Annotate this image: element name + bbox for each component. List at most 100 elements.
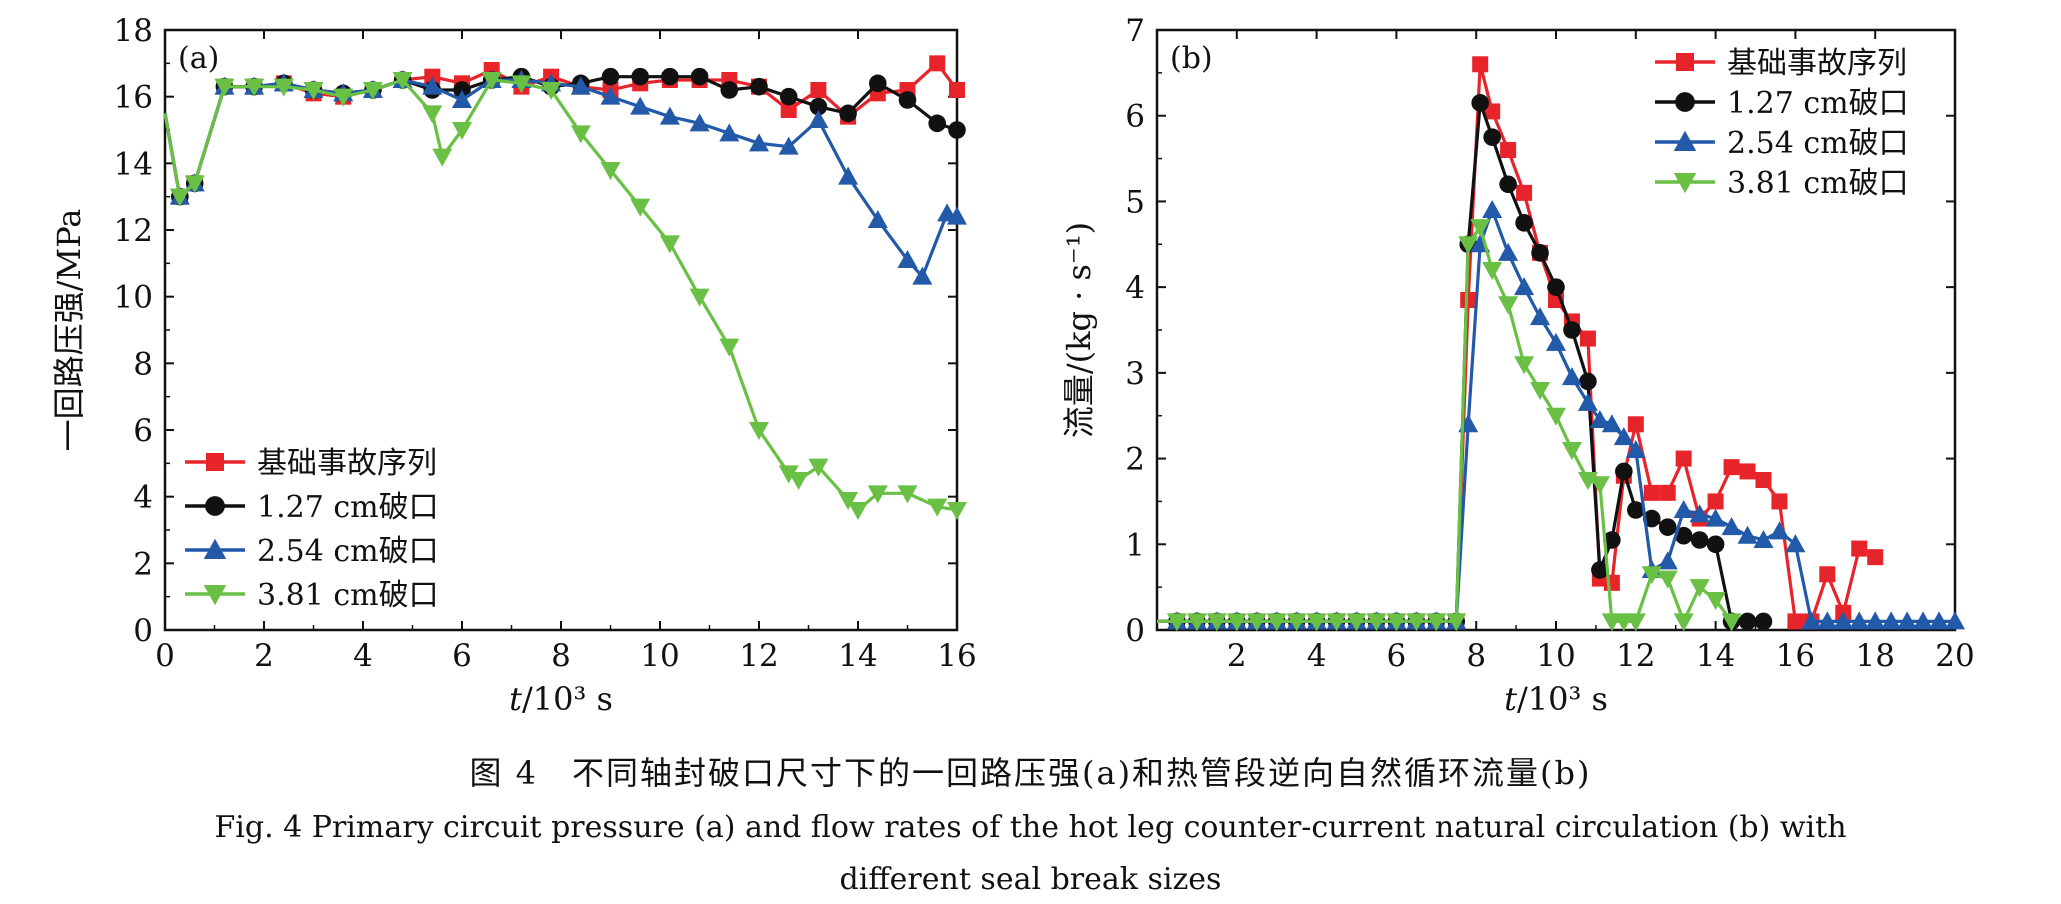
data-point	[1755, 472, 1772, 488]
data-point	[1945, 611, 1965, 630]
data-point	[1801, 611, 1822, 630]
data-point	[630, 198, 651, 217]
x-tick-label: 20	[1935, 638, 1974, 674]
legend-marker	[1676, 53, 1694, 71]
y-tick-label: 3	[1125, 356, 1145, 392]
series-3	[1157, 219, 1742, 632]
data-point	[1705, 592, 1726, 610]
x-tick-label: 8	[1466, 638, 1486, 674]
figure-caption-english-line-1: Fig. 4 Primary circuit pressure (a) and …	[214, 810, 1847, 845]
data-point	[1589, 410, 1610, 428]
data-point	[1498, 296, 1519, 315]
x-axis-label: t/10³ s	[1504, 680, 1608, 718]
data-point	[1458, 236, 1479, 255]
data-point	[808, 458, 829, 477]
data-point	[1483, 128, 1501, 146]
legend-label: 3.81 cm破口	[1727, 166, 1909, 201]
data-point	[788, 472, 809, 490]
panel-label: (b)	[1170, 41, 1213, 76]
data-point	[927, 498, 948, 517]
data-point	[1561, 367, 1582, 386]
data-point	[1913, 611, 1934, 630]
data-point	[1563, 321, 1581, 339]
data-point	[810, 82, 827, 98]
data-point	[1689, 504, 1710, 523]
data-point	[1851, 540, 1868, 557]
data-point	[1482, 200, 1503, 218]
legend-marker	[203, 538, 227, 559]
data-point	[1500, 142, 1517, 158]
y-tick-label: 12	[114, 213, 153, 249]
data-point	[1849, 611, 1870, 630]
data-point	[780, 102, 797, 118]
figure-caption-chinese: 图 4 不同轴封破口尺寸下的一回路压强(a)和热管段逆向自然循环流量(b)	[469, 754, 1592, 792]
panel-label: (a)	[178, 41, 219, 76]
y-axis-label: 流量/(kg · s⁻¹)	[1060, 222, 1098, 438]
data-point	[947, 206, 967, 225]
data-point	[689, 288, 710, 307]
data-point	[1721, 517, 1742, 536]
data-point	[1530, 382, 1551, 400]
data-point	[1753, 530, 1774, 548]
data-point	[1472, 56, 1489, 73]
data-point	[1426, 613, 1447, 632]
data-point	[778, 465, 799, 484]
data-point	[1641, 566, 1662, 585]
data-point	[1705, 508, 1726, 527]
data-point	[897, 250, 918, 268]
data-point	[1246, 613, 1267, 632]
data-point	[1286, 613, 1307, 632]
legend-label: 2.54 cm破口	[257, 534, 439, 569]
data-point	[570, 125, 591, 144]
series-line	[1157, 225, 1733, 624]
data-point	[481, 72, 502, 90]
data-point	[1547, 278, 1565, 296]
data-point	[1386, 613, 1407, 632]
data-point	[719, 338, 740, 357]
data-point	[1546, 407, 1566, 426]
data-point	[1929, 611, 1950, 630]
data-point	[779, 87, 798, 106]
legend-marker	[1673, 173, 1697, 194]
legend-label: 1.27 cm破口	[1727, 86, 1909, 121]
data-point	[1603, 531, 1621, 549]
legend-marker	[206, 453, 224, 471]
data-point	[1166, 613, 1187, 632]
data-point	[1498, 242, 1519, 261]
x-tick-label: 16	[937, 638, 976, 674]
data-point	[1531, 244, 1549, 262]
data-point	[303, 82, 324, 100]
legend-marker	[1675, 92, 1695, 112]
data-point	[1817, 611, 1838, 630]
data-point	[333, 88, 354, 107]
data-point	[1226, 613, 1247, 632]
data-point	[898, 91, 917, 109]
data-point	[541, 82, 562, 100]
y-axis-label: 一回路压强/MPa	[50, 209, 88, 452]
data-point	[1516, 184, 1533, 201]
data-point	[1561, 442, 1582, 460]
x-tick-label: 2	[254, 638, 274, 674]
data-point	[1186, 613, 1207, 632]
data-point	[839, 104, 857, 123]
data-point	[1546, 332, 1566, 351]
data-point	[1897, 611, 1918, 630]
x-axis-label: t/10³ s	[509, 680, 613, 718]
data-point	[1675, 450, 1692, 467]
legend-label: 3.81 cm破口	[257, 578, 439, 613]
data-point	[244, 78, 265, 97]
x-tick-label: 4	[353, 638, 373, 674]
data-point	[1591, 561, 1609, 579]
data-point	[392, 72, 413, 90]
legend-marker	[1673, 130, 1697, 151]
x-tick-label: 12	[1616, 638, 1655, 674]
data-point	[947, 502, 967, 520]
data-point	[1673, 613, 1694, 632]
data-point	[1530, 307, 1551, 326]
data-point	[949, 82, 965, 98]
data-point	[1867, 549, 1884, 566]
y-tick-label: 0	[133, 613, 153, 649]
data-point	[1739, 463, 1756, 480]
data-point	[422, 105, 443, 124]
